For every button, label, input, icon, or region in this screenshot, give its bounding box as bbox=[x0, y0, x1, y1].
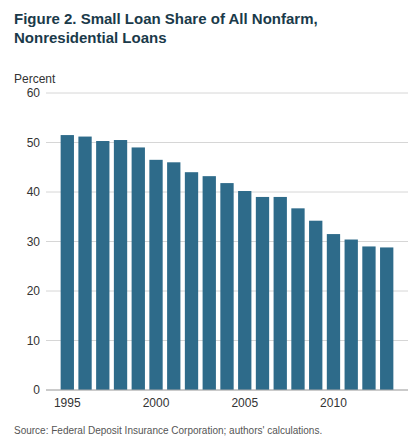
bar bbox=[380, 247, 393, 390]
bar bbox=[291, 208, 304, 390]
grid-line bbox=[46, 390, 408, 391]
y-tick-label: 10 bbox=[27, 334, 41, 348]
y-tick-label: 20 bbox=[27, 284, 41, 298]
bar bbox=[185, 172, 198, 390]
source-note: Source: Federal Deposit Insurance Corpor… bbox=[14, 425, 322, 436]
x-tick-label: 1995 bbox=[54, 396, 81, 410]
bar bbox=[167, 162, 180, 390]
chart-container: Figure 2. Small Loan Share of All Nonfar… bbox=[0, 0, 420, 444]
title: Figure 2. Small Loan Share of All Nonfar… bbox=[14, 10, 318, 46]
bar bbox=[274, 197, 287, 390]
bar bbox=[256, 197, 269, 390]
bars bbox=[61, 135, 394, 390]
y-axis-label: Percent bbox=[14, 72, 56, 86]
x-tick-label: 2000 bbox=[143, 396, 170, 410]
bar bbox=[362, 246, 375, 390]
chart: Figure 2. Small Loan Share of All Nonfar… bbox=[0, 0, 420, 444]
bar bbox=[238, 191, 251, 390]
bar bbox=[149, 160, 162, 390]
y-tick-label: 30 bbox=[27, 235, 41, 249]
bar bbox=[345, 240, 358, 390]
y-tick-label: 40 bbox=[27, 185, 41, 199]
bar bbox=[61, 135, 74, 390]
grid bbox=[46, 93, 408, 390]
x-tick-label: 2010 bbox=[320, 396, 347, 410]
bar bbox=[78, 137, 91, 390]
x-tick-label: 2005 bbox=[231, 396, 258, 410]
y-tick-label: 0 bbox=[33, 383, 40, 397]
bar bbox=[203, 176, 216, 390]
bar bbox=[220, 183, 233, 390]
bar bbox=[132, 147, 145, 390]
bar bbox=[114, 140, 127, 390]
grid-line bbox=[46, 93, 408, 94]
y-tick-label: 50 bbox=[27, 136, 41, 150]
y-tick-label: 60 bbox=[27, 86, 41, 100]
bar bbox=[309, 221, 322, 390]
bar bbox=[327, 234, 340, 390]
bar bbox=[96, 141, 109, 390]
x-axis-line bbox=[46, 390, 408, 391]
